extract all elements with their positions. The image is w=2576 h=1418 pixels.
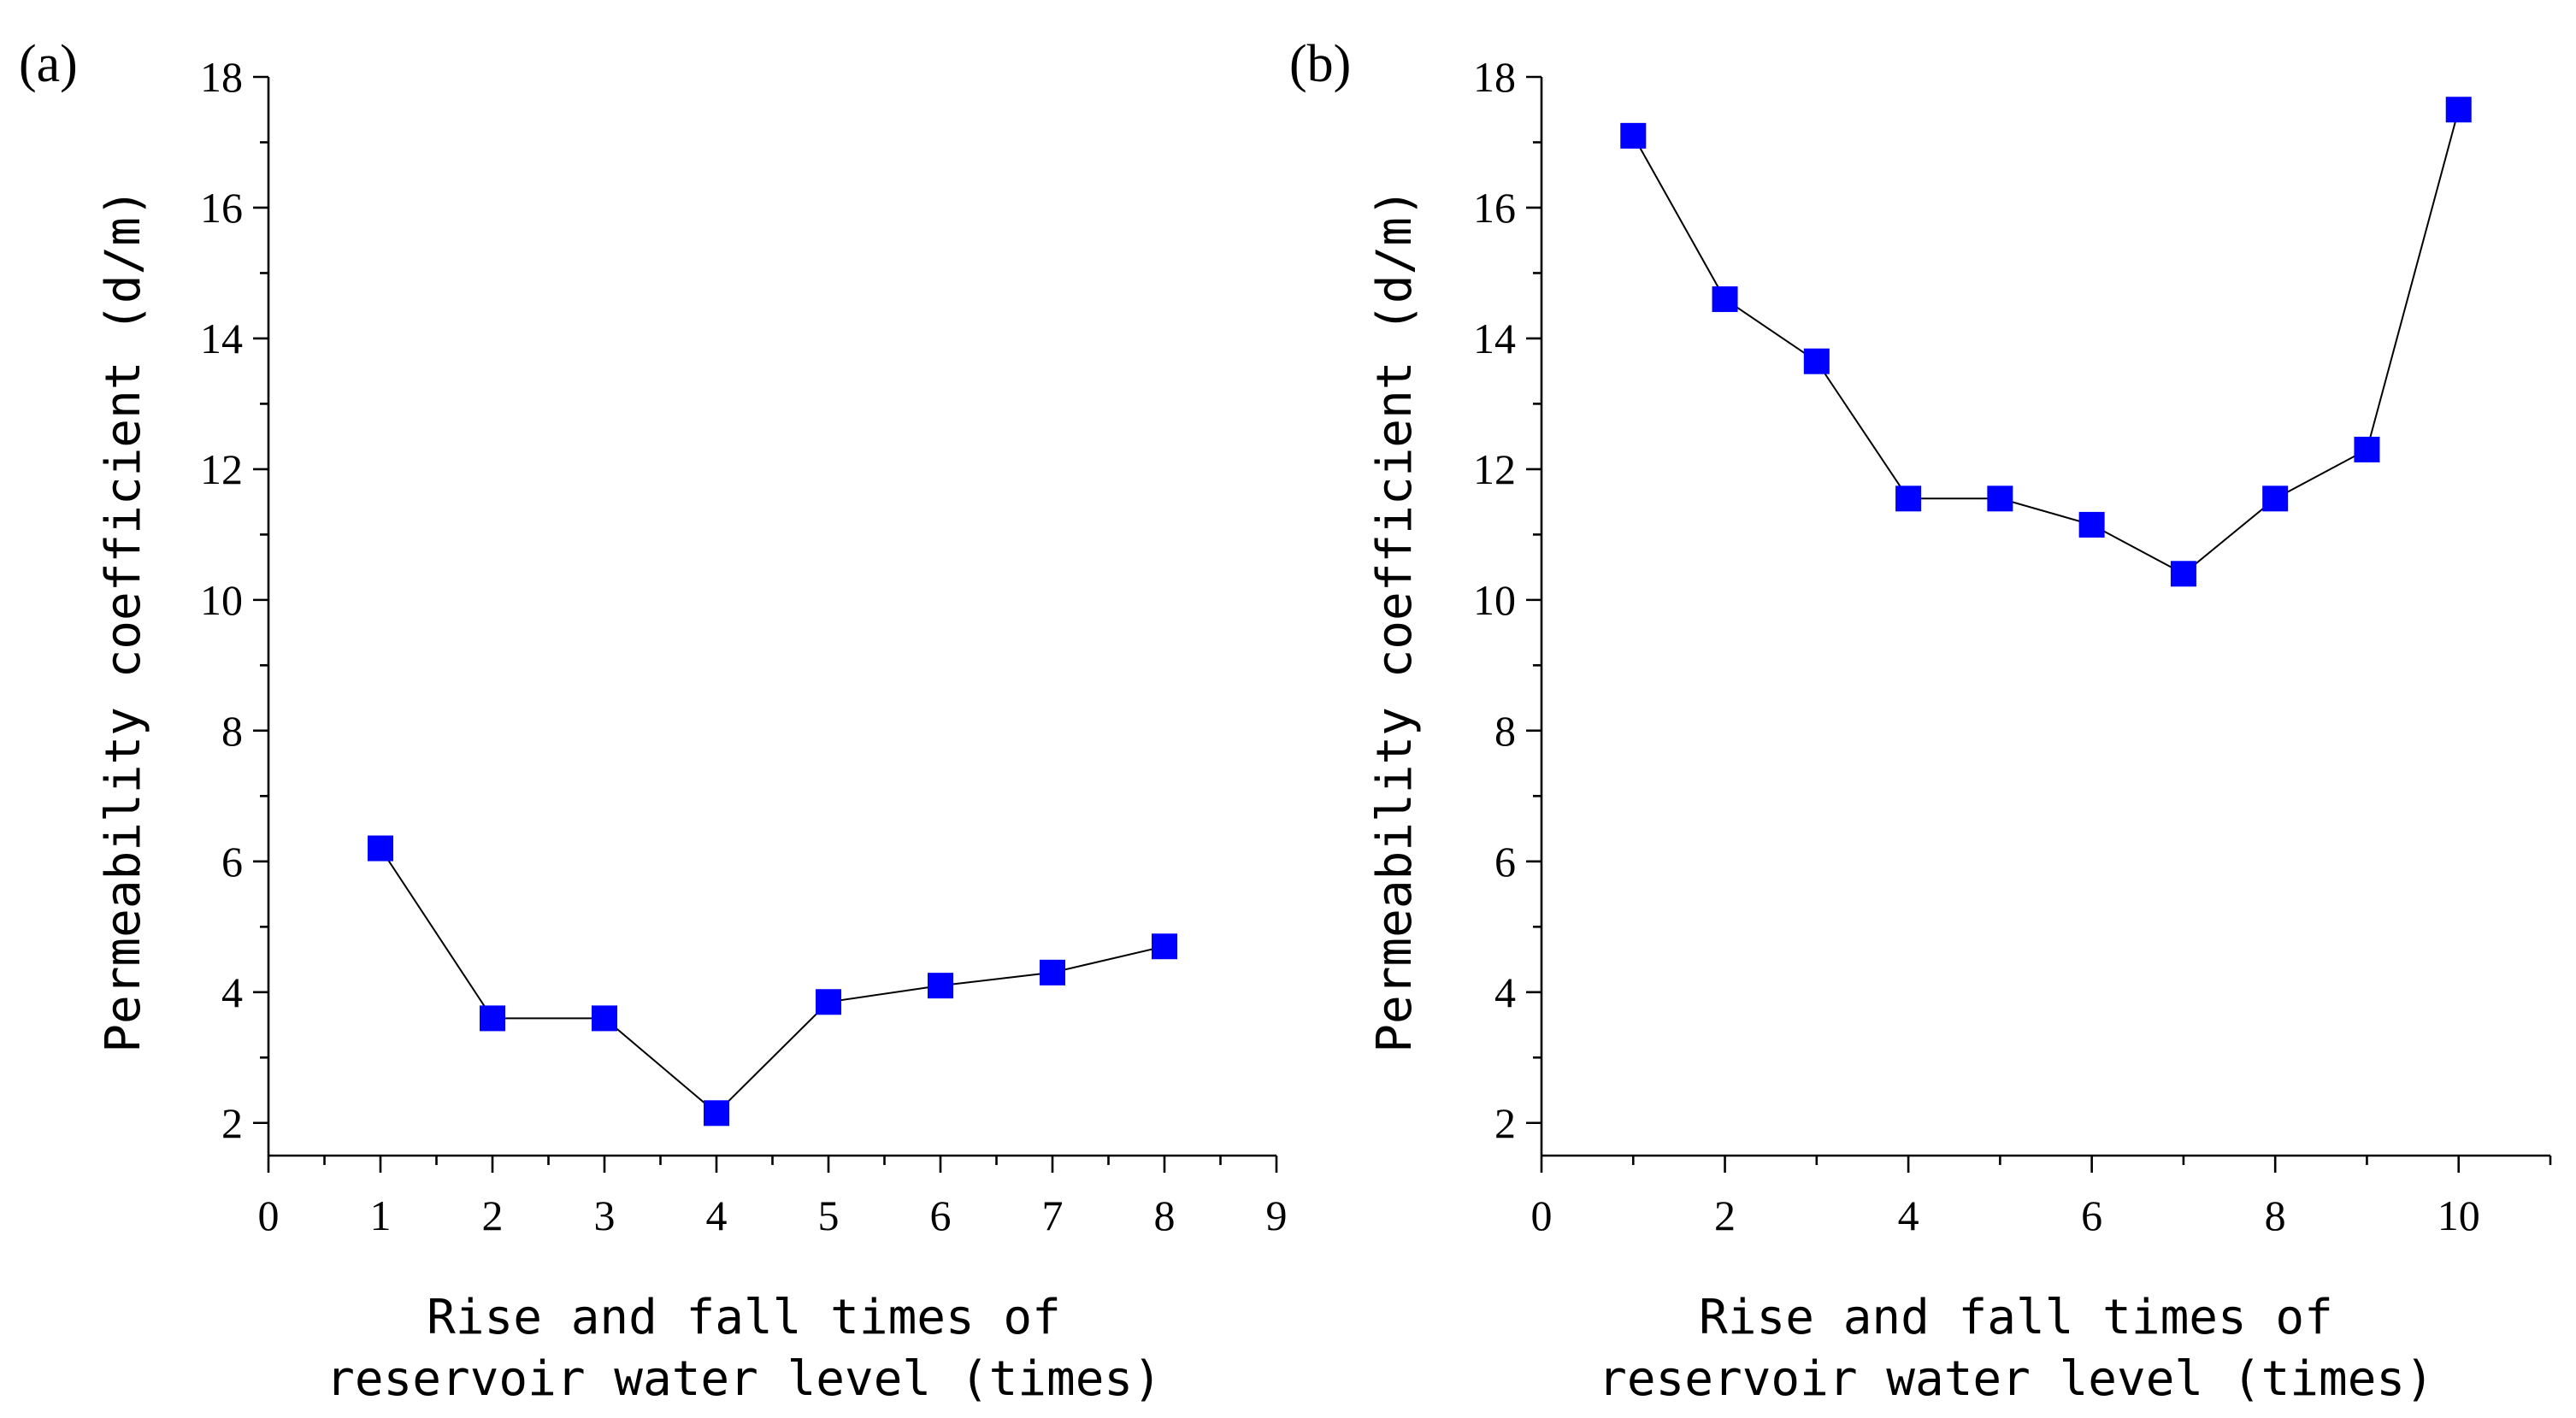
data-point-square xyxy=(368,835,393,862)
x-axis-title-line1: Rise and fall times of xyxy=(1699,1290,2333,1345)
x-tick-label: 9 xyxy=(1266,1191,1288,1239)
y-tick-label: 10 xyxy=(1473,576,1516,624)
x-tick-label: 2 xyxy=(482,1191,504,1239)
x-tick-label: 7 xyxy=(1042,1191,1064,1239)
y-tick-label: 8 xyxy=(1494,707,1516,755)
x-tick-label: 8 xyxy=(2265,1191,2286,1239)
y-tick-label: 2 xyxy=(221,1099,243,1147)
y-tick-label: 2 xyxy=(1494,1099,1516,1147)
data-point-square xyxy=(928,973,953,999)
y-tick-label: 6 xyxy=(221,838,243,886)
data-point-square xyxy=(1895,485,1922,512)
x-tick-label: 6 xyxy=(930,1191,952,1239)
data-point-square xyxy=(1712,286,1738,313)
y-tick-label: 4 xyxy=(1494,968,1516,1016)
x-tick-label: 10 xyxy=(2437,1191,2480,1239)
x-tick-label: 5 xyxy=(818,1191,840,1239)
data-point-square xyxy=(2262,485,2289,512)
y-tick-label: 18 xyxy=(200,53,243,101)
series-line xyxy=(380,847,1165,1115)
data-point-square xyxy=(816,989,841,1015)
y-tick-label: 6 xyxy=(1494,838,1516,886)
data-point-square xyxy=(1620,122,1647,149)
y-tick-label: 14 xyxy=(1473,315,1516,362)
y-tick-label: 16 xyxy=(1473,184,1516,232)
y-axis-title: Permeability coefficient (d/m) xyxy=(96,188,151,1052)
panel-label: (a) xyxy=(19,35,78,93)
data-point-square xyxy=(2445,97,2472,123)
x-axis-title-line2: reservoir water level (times) xyxy=(1598,1351,2434,1407)
data-point-square xyxy=(2354,436,2380,462)
x-tick-label: 1 xyxy=(370,1191,392,1239)
y-tick-label: 8 xyxy=(221,707,243,755)
x-tick-label: 0 xyxy=(258,1191,280,1239)
y-tick-label: 16 xyxy=(200,184,243,232)
x-tick-label: 4 xyxy=(1898,1191,1919,1239)
x-tick-label: 3 xyxy=(594,1191,616,1239)
x-tick-label: 2 xyxy=(1714,1191,1736,1239)
y-tick-label: 10 xyxy=(200,576,243,624)
data-point-square xyxy=(480,1005,505,1032)
x-tick-label: 0 xyxy=(1531,1191,1553,1239)
y-tick-label: 4 xyxy=(221,968,243,1016)
x-tick-label: 6 xyxy=(2081,1191,2102,1239)
data-point-square xyxy=(2170,561,2196,587)
data-point-square xyxy=(1803,348,1830,374)
panel-label: (b) xyxy=(1289,35,1351,93)
y-tick-label: 12 xyxy=(200,445,243,493)
data-point-square xyxy=(1987,485,2013,512)
data-point-square xyxy=(592,1005,617,1032)
y-tick-label: 12 xyxy=(1473,445,1516,493)
x-axis-title-line1: Rise and fall times of xyxy=(427,1290,1061,1345)
data-point-square xyxy=(1040,959,1065,986)
data-point-square xyxy=(1152,933,1177,960)
y-tick-label: 18 xyxy=(1473,53,1516,101)
data-point-square xyxy=(2078,511,2105,538)
series-line xyxy=(1632,109,2460,575)
y-tick-label: 14 xyxy=(200,315,243,362)
x-tick-label: 8 xyxy=(1154,1191,1176,1239)
x-tick-label: 4 xyxy=(706,1191,728,1239)
x-axis-title-line2: reservoir water level (times) xyxy=(326,1351,1162,1407)
data-point-square xyxy=(704,1100,729,1127)
y-axis-title: Permeability coefficient (d/m) xyxy=(1367,188,1423,1052)
